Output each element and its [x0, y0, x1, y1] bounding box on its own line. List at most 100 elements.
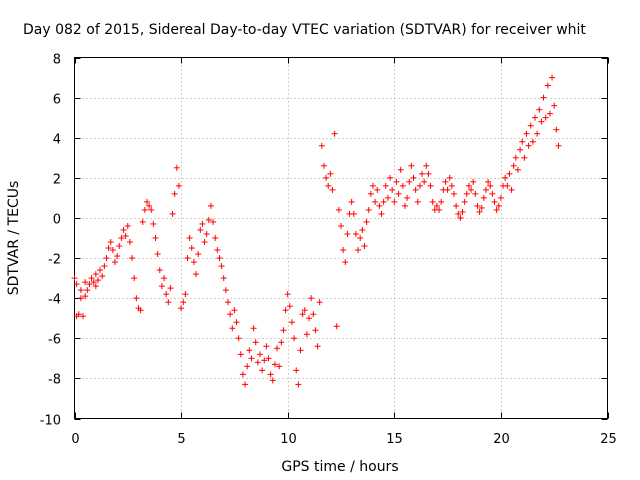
data-point [82, 293, 89, 300]
data-point [101, 263, 108, 270]
y-tick-label: -8 [48, 373, 61, 388]
data-point [538, 118, 545, 125]
data-point [92, 271, 99, 278]
data-point [173, 164, 180, 171]
data-point [363, 218, 370, 225]
data-point [544, 82, 551, 89]
data-point [122, 232, 129, 239]
data-point [425, 170, 432, 177]
data-point [210, 218, 217, 225]
data-point [308, 295, 315, 302]
data-point [455, 210, 462, 217]
data-point [342, 259, 349, 266]
data-point [338, 222, 344, 229]
data-point [195, 251, 202, 258]
data-point [244, 363, 251, 370]
data-point [433, 202, 440, 209]
data-point [444, 186, 451, 193]
y-axis-label: SDTVAR / TECUs [6, 181, 22, 296]
data-point [318, 142, 325, 149]
data-point [534, 130, 541, 137]
data-point [271, 361, 278, 368]
data-point [220, 275, 227, 282]
data-point [97, 267, 104, 274]
data-point [118, 235, 125, 241]
data-point [361, 243, 368, 250]
data-point [376, 202, 383, 209]
data-point [367, 190, 374, 197]
data-point [489, 190, 496, 197]
data-point [141, 206, 148, 213]
data-point [105, 245, 112, 252]
data-point [365, 206, 372, 213]
data-point [404, 194, 411, 201]
data-point [131, 275, 138, 282]
data-point [103, 255, 110, 262]
data-point [263, 343, 270, 350]
data-point [536, 106, 543, 113]
data-point [427, 182, 434, 189]
data-point [77, 287, 84, 294]
data-point [502, 174, 509, 181]
data-point [491, 198, 498, 205]
data-point [468, 186, 475, 193]
data-point [474, 202, 481, 209]
data-point [495, 202, 502, 209]
data-point [414, 198, 421, 205]
data-point [186, 235, 193, 241]
x-tick-label: 5 [177, 432, 185, 447]
data-point [161, 275, 168, 282]
data-point [267, 371, 274, 378]
data-point [542, 114, 549, 121]
data-point [286, 303, 293, 310]
chart-title: Day 082 of 2015, Sidereal Day-to-day VTE… [23, 22, 586, 38]
data-point [276, 363, 283, 370]
data-point [497, 194, 504, 201]
data-point [457, 214, 464, 221]
data-point [248, 355, 255, 362]
y-tick-label: 6 [53, 93, 61, 108]
data-point [312, 327, 319, 334]
data-point [344, 230, 351, 237]
data-point [512, 154, 519, 161]
data-point [73, 281, 80, 288]
data-point [231, 307, 238, 314]
data-point [237, 351, 244, 358]
data-point [374, 186, 381, 193]
data-point [112, 259, 119, 266]
data-point [389, 186, 396, 193]
data-point [480, 194, 487, 201]
data-point [487, 182, 494, 189]
data-point [120, 226, 127, 233]
data-point [438, 198, 445, 205]
data-point [126, 239, 133, 246]
data-point [146, 202, 153, 209]
data-point [235, 335, 242, 342]
y-tick-label: 4 [53, 133, 61, 148]
data-point [369, 182, 376, 189]
data-point [510, 162, 517, 169]
data-point [470, 178, 477, 185]
data-point [450, 190, 457, 197]
data-point [205, 216, 212, 223]
data-point [242, 381, 249, 388]
data-point [306, 315, 313, 322]
data-point [133, 295, 140, 302]
data-point [252, 339, 259, 346]
data-point [94, 277, 101, 284]
data-point [216, 255, 223, 262]
data-point [82, 279, 89, 286]
data-point [333, 323, 340, 330]
data-point [482, 186, 489, 193]
data-point [150, 220, 157, 227]
x-tick-label: 20 [493, 432, 510, 447]
data-point [340, 247, 347, 254]
data-point [269, 377, 276, 384]
data-point [88, 275, 95, 282]
data-point [517, 146, 524, 153]
data-point [158, 283, 165, 290]
data-point [335, 206, 342, 213]
data-point [348, 198, 355, 205]
data-point [378, 210, 385, 217]
